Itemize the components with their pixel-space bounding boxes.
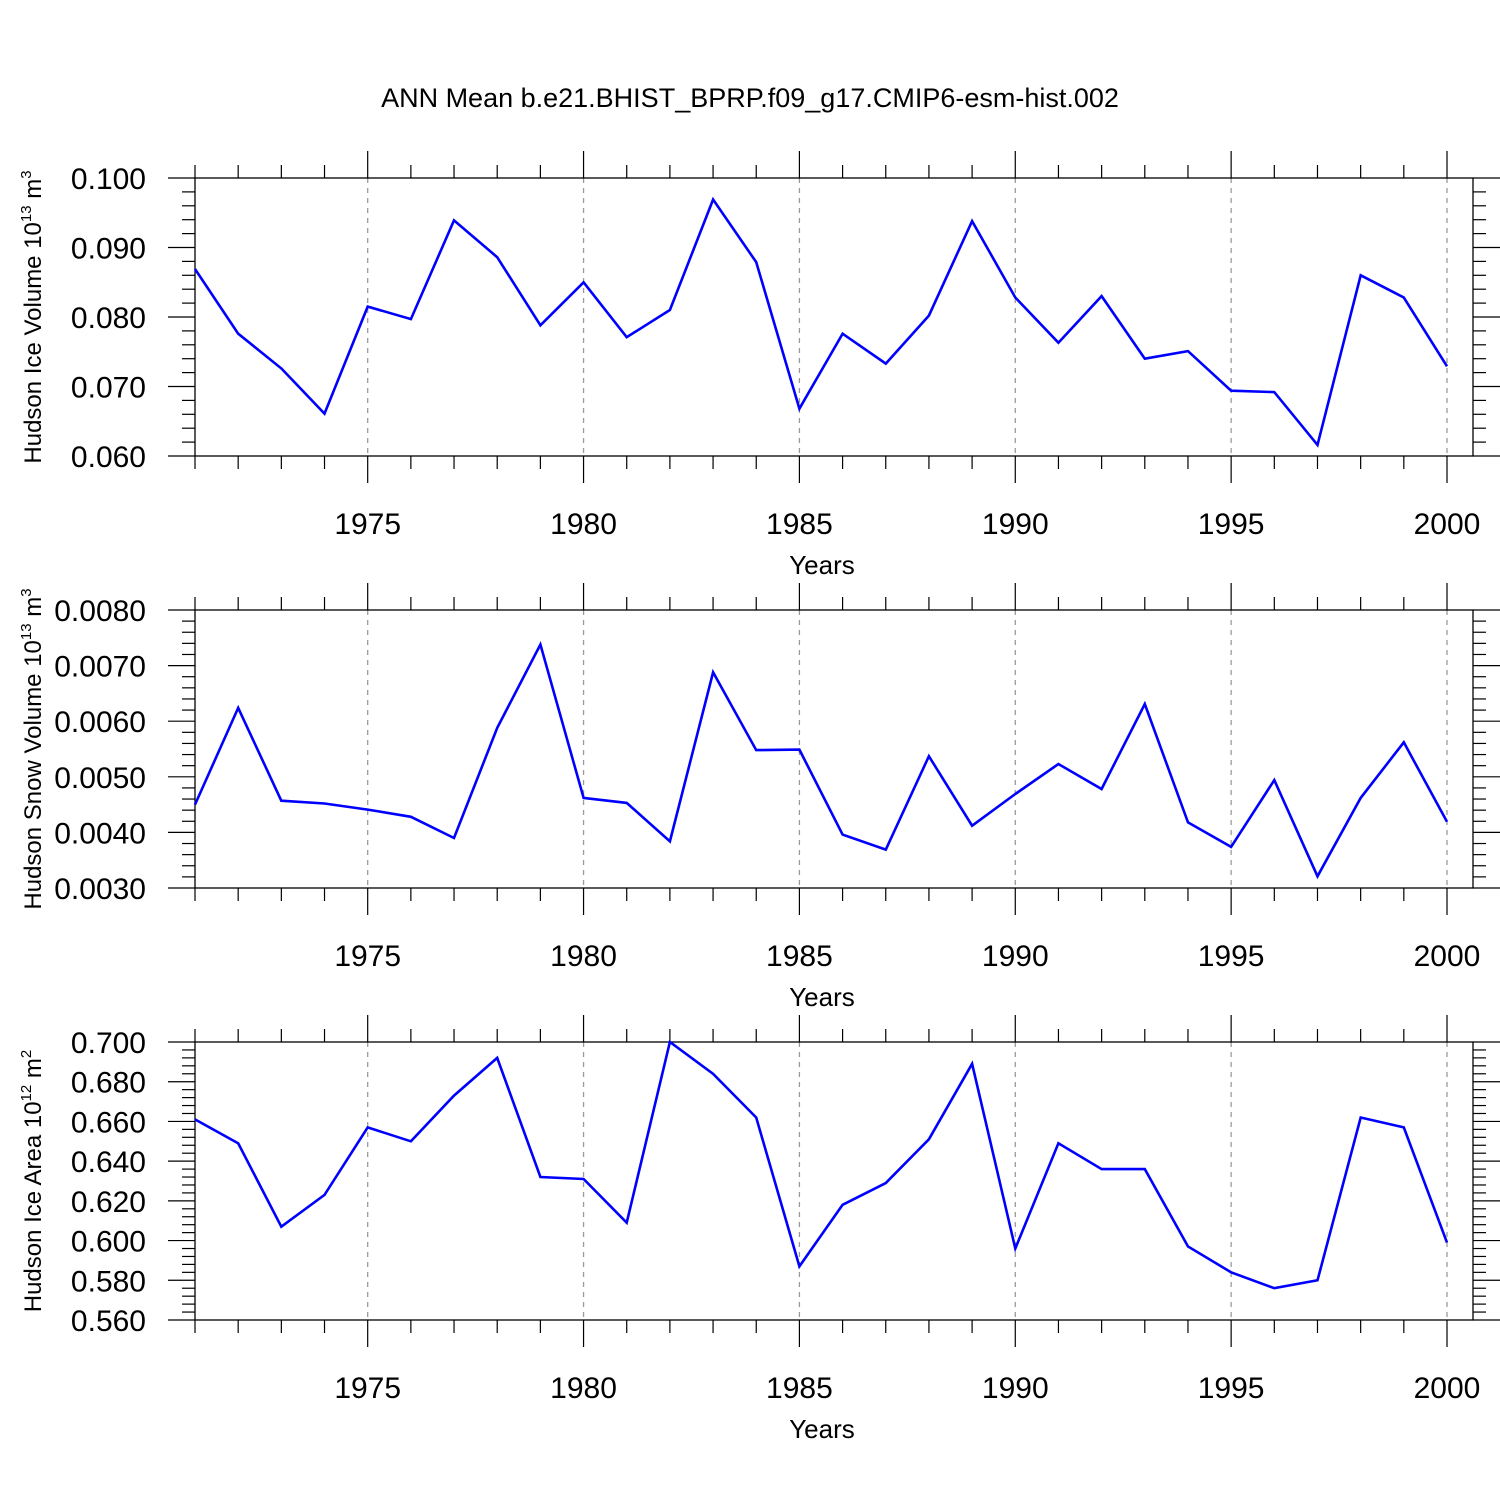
panels: 0.060 0.070 0.080 0.090 0.100 1975 1980 1985 199… <box>18 151 1500 1444</box>
x-tick-label: 1985 <box>766 508 833 541</box>
y-tick-label: 0.100 <box>71 163 146 196</box>
x-tick-label: 1975 <box>334 508 401 541</box>
x-tick-label: 1990 <box>982 508 1049 541</box>
plot-frame <box>194 609 1474 889</box>
y-axis-label-exponent: 13 <box>18 205 35 222</box>
y-axis-label-base: Hudson Ice Area 10 <box>20 1101 47 1312</box>
x-tick-label: 1975 <box>334 1372 401 1405</box>
y-axis-label-unit-exponent: 2 <box>18 1050 35 1058</box>
x-tick-label: 1975 <box>334 940 401 973</box>
y-axis-label-unit: m <box>20 179 47 206</box>
y-axis-label-exponent: 13 <box>18 623 35 640</box>
y-tick-label: 0.620 <box>71 1186 146 1219</box>
y-tick-label: 0.0030 <box>54 873 146 906</box>
y-tick-label: 0.0070 <box>54 651 146 684</box>
y-tick-label: 0.560 <box>71 1305 146 1338</box>
panel-1: 0.060 0.070 0.080 0.090 0.100 1975 1980 1985 199… <box>18 151 1500 580</box>
x-axis-label: Years <box>789 1414 855 1444</box>
y-axis-label-base: Hudson Ice Volume 10 <box>20 222 47 464</box>
series-line <box>193 640 1449 880</box>
y-axis-label-unit: m <box>20 597 47 624</box>
x-tick-label: 2000 <box>1414 940 1481 973</box>
y-tick-label: 0.060 <box>71 441 146 474</box>
y-axis-label: Hudson Ice Area 1012 m2 <box>18 1050 47 1313</box>
y-tick-label: 0.0060 <box>54 706 146 739</box>
plot-frame <box>194 177 1474 457</box>
y-tick-label: 0.660 <box>71 1106 146 1139</box>
x-tick-label: 1980 <box>550 1372 617 1405</box>
series-line <box>194 1039 1449 1290</box>
y-tick-label: 0.0080 <box>54 595 146 628</box>
y-tick-label: 0.090 <box>71 233 146 266</box>
panel-2: 0.0030 0.0040 0.0050 0.0060 0.0070 0.0080 1975… <box>18 583 1500 1012</box>
x-tick-label: 2000 <box>1414 508 1481 541</box>
x-tick-label: 1995 <box>1198 940 1265 973</box>
panel-3: 0.560 0.580 0.600 0.620 0.640 0.660 0.680 0.700… <box>18 1015 1500 1444</box>
x-tick-label: 1995 <box>1198 1372 1265 1405</box>
y-tick-label: 0.070 <box>71 372 146 405</box>
y-tick-label: 0.080 <box>71 302 146 335</box>
y-axis-label-exponent: 12 <box>18 1085 35 1102</box>
y-tick-label: 0.600 <box>71 1226 146 1259</box>
y-axis-label-base: Hudson Snow Volume 10 <box>20 640 47 910</box>
y-tick-label: 0.0050 <box>54 762 146 795</box>
x-tick-label: 1980 <box>550 508 617 541</box>
series-line <box>193 196 1449 448</box>
x-tick-label: 1990 <box>982 1372 1049 1405</box>
plot-frame <box>194 1041 1474 1321</box>
y-tick-label: 0.640 <box>71 1146 146 1179</box>
x-tick-label: 1995 <box>1198 508 1265 541</box>
y-tick-label: 0.0040 <box>54 817 146 850</box>
y-tick-label: 0.680 <box>71 1067 146 1100</box>
figure-title: ANN Mean b.e21.BHIST_BPRP.f09_g17.CMIP6-… <box>381 83 1119 113</box>
y-axis-label-unit: m <box>20 1058 47 1085</box>
y-axis-label: Hudson Ice Volume 1013 m3 <box>18 170 47 463</box>
x-tick-label: 1990 <box>982 940 1049 973</box>
x-tick-label: 1985 <box>766 1372 833 1405</box>
y-tick-label: 0.700 <box>71 1027 146 1060</box>
x-tick-label: 1985 <box>766 940 833 973</box>
y-axis-label-unit-exponent: 3 <box>18 170 35 178</box>
x-axis-label: Years <box>789 550 855 580</box>
x-tick-label: 2000 <box>1414 1372 1481 1405</box>
y-tick-label: 0.580 <box>71 1265 146 1298</box>
x-tick-label: 1980 <box>550 940 617 973</box>
y-axis-label: Hudson Snow Volume 1013 m3 <box>18 588 47 909</box>
x-axis-label: Years <box>789 982 855 1012</box>
y-axis-label-unit-exponent: 3 <box>18 588 35 596</box>
